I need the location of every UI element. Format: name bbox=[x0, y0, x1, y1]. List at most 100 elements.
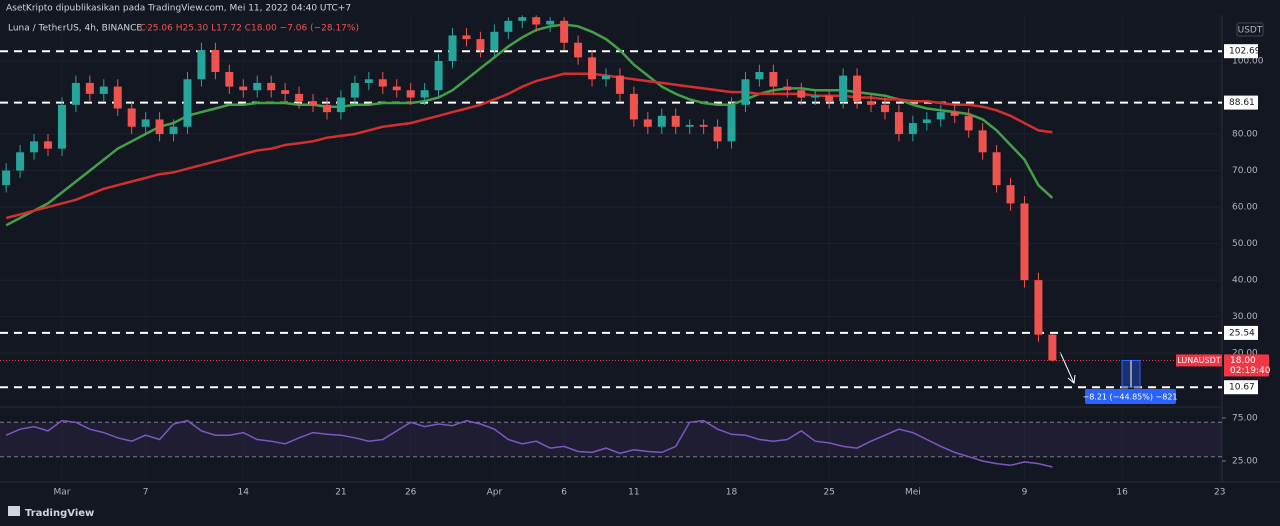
footer: TradingView bbox=[25, 508, 94, 519]
candle-body bbox=[922, 119, 931, 124]
x-tick-label: 26 bbox=[405, 488, 417, 498]
last-price-symbol-box bbox=[1176, 354, 1222, 367]
x-tick-label: 21 bbox=[335, 488, 346, 498]
publisher: AsetKripto dipublikasikan pada TradingVi… bbox=[6, 4, 351, 14]
x-tick-label: 14 bbox=[238, 488, 250, 498]
candle-body bbox=[518, 17, 527, 21]
candle-body bbox=[30, 141, 39, 153]
candle-body bbox=[113, 86, 122, 109]
candle-body bbox=[309, 101, 318, 105]
candle-body bbox=[490, 31, 499, 51]
x-tick-label: Mar bbox=[53, 488, 70, 498]
level-label: 10.67 bbox=[1229, 383, 1255, 393]
candle-body bbox=[769, 71, 778, 87]
level-label: 88.61 bbox=[1229, 98, 1255, 108]
candle-body bbox=[811, 95, 820, 98]
candle-body bbox=[127, 108, 136, 127]
x-tick-label: 23 bbox=[1214, 488, 1225, 498]
candle-body bbox=[741, 79, 750, 105]
candle-body bbox=[825, 95, 834, 102]
measure-box bbox=[1085, 389, 1176, 404]
y-tick-label: 50.00 bbox=[1232, 239, 1258, 249]
candle-body bbox=[336, 97, 345, 113]
candle-body bbox=[978, 130, 987, 153]
last-price-label: 18.00 bbox=[1230, 356, 1256, 366]
candle-body bbox=[1048, 334, 1057, 361]
level-label: 102.69 bbox=[1229, 47, 1261, 57]
level-label-box bbox=[1224, 325, 1258, 340]
x-tick-label: 11 bbox=[628, 488, 639, 498]
x-tick-label: 7 bbox=[143, 488, 149, 498]
candle-body bbox=[99, 86, 108, 94]
candle-body bbox=[755, 71, 764, 80]
candle-body bbox=[322, 104, 331, 113]
candle-body bbox=[420, 90, 429, 98]
candle-body bbox=[853, 75, 862, 102]
candle-body bbox=[183, 79, 192, 127]
candle-body bbox=[532, 17, 541, 25]
ohlc: O25.06 H25.30 L17.72 C18.00 −7.06 (−28.1… bbox=[140, 24, 359, 34]
x-tick-label: Mei bbox=[905, 488, 921, 498]
candle-body bbox=[1034, 280, 1043, 335]
x-tick-label: Apr bbox=[487, 488, 503, 498]
candle-body bbox=[197, 50, 206, 80]
level-label-box bbox=[1224, 380, 1258, 395]
candle-body bbox=[141, 119, 150, 127]
candle-body bbox=[685, 124, 694, 127]
x-tick-label: 18 bbox=[726, 488, 738, 498]
x-tick-label: 16 bbox=[1116, 488, 1128, 498]
level-label-box bbox=[1224, 44, 1258, 59]
candle-body bbox=[43, 141, 52, 149]
candle-body bbox=[839, 75, 848, 102]
candle-body bbox=[727, 104, 736, 142]
candle-body bbox=[546, 20, 555, 25]
candle-body bbox=[643, 119, 652, 127]
candle-body bbox=[295, 93, 304, 102]
x-tick-label: 25 bbox=[823, 488, 834, 498]
candle-body bbox=[671, 115, 680, 127]
candle-body bbox=[448, 35, 457, 62]
candle-body bbox=[281, 90, 290, 94]
y-tick-label: 60.00 bbox=[1232, 203, 1258, 213]
candle-body bbox=[560, 20, 569, 43]
rsi-tick-label: 75.00 bbox=[1232, 413, 1258, 423]
candle-body bbox=[629, 93, 638, 120]
candle-body bbox=[588, 57, 597, 80]
candle-body bbox=[2, 170, 11, 186]
measure-label: −8.21 (−44.85%) −821 bbox=[1082, 393, 1177, 402]
countdown: 02:19:40 bbox=[1230, 366, 1271, 376]
candle-body bbox=[1006, 185, 1015, 204]
level-label-box bbox=[1224, 95, 1258, 110]
level-label: 25.54 bbox=[1229, 328, 1255, 338]
candle-body bbox=[936, 112, 945, 120]
candle-body bbox=[155, 119, 164, 135]
candle-body bbox=[225, 71, 234, 87]
candle-body bbox=[713, 126, 722, 142]
candle-body bbox=[253, 82, 262, 91]
candle-body bbox=[476, 39, 485, 51]
last-price-symbol: LUNAUSDT bbox=[1177, 356, 1220, 365]
candle-body bbox=[267, 82, 276, 91]
candle-body bbox=[894, 112, 903, 135]
candle-body bbox=[406, 90, 415, 98]
y-tick-label: 40.00 bbox=[1232, 276, 1258, 286]
y-tick-label: 100.00 bbox=[1232, 57, 1264, 67]
candle-body bbox=[1020, 203, 1029, 281]
x-tick-label: 6 bbox=[561, 488, 567, 498]
logo bbox=[8, 506, 20, 516]
candle-body bbox=[378, 79, 387, 87]
last-price-box bbox=[1224, 354, 1269, 377]
candle-body bbox=[16, 152, 25, 171]
y-tick-label: 30.00 bbox=[1232, 312, 1258, 322]
candle-body bbox=[950, 112, 959, 116]
y-tick-label: 70.00 bbox=[1232, 166, 1258, 176]
symbol: Luna / TetherUS, 4h, BINANCE bbox=[8, 24, 142, 34]
candle-body bbox=[211, 50, 220, 72]
ma-fast bbox=[5, 23, 1054, 227]
candle-body bbox=[657, 115, 666, 127]
candle-body bbox=[699, 124, 708, 127]
candle-body bbox=[783, 86, 792, 91]
candle-body bbox=[85, 82, 94, 94]
